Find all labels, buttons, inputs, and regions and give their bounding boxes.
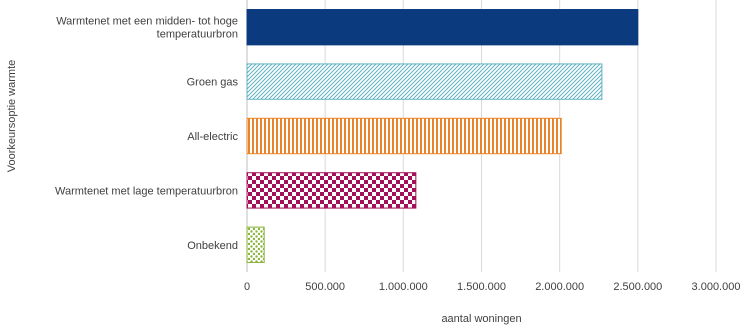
category-label: Onbekend (187, 240, 238, 252)
x-tick-label: 0 (244, 281, 250, 293)
x-tick-label: 1.500.000 (457, 281, 506, 293)
x-tick-label: 1.000.000 (379, 281, 428, 293)
bar (246, 226, 265, 263)
y-axis-title: Voorkeursoptie warmte (6, 60, 18, 173)
category-label: temperatuurbron (157, 29, 238, 41)
category-label: Warmtenet met lage temperatuurbron (55, 185, 238, 197)
x-tick-labels: 0 500.000 1.000.000 1.500.000 2.000.000 2.500… (244, 281, 740, 293)
x-tick-label: 2.000.000 (535, 281, 584, 293)
category-labels: Warmtenet met een midden- tot hogetemper… (55, 16, 239, 252)
bar (246, 172, 417, 209)
category-label: Warmtenet met een midden- tot hoge (56, 16, 238, 28)
bars (246, 9, 639, 263)
bar (246, 63, 603, 100)
x-axis-title: aantal woningen (441, 313, 521, 325)
x-tick-label: 3.000.000 (692, 281, 740, 293)
x-tick-label: 2.500.000 (613, 281, 662, 293)
category-label: All-electric (187, 131, 238, 143)
x-tick-label: 500.000 (305, 281, 345, 293)
bar (246, 117, 562, 155)
category-label: Groen gas (187, 77, 239, 89)
bar (246, 9, 639, 46)
